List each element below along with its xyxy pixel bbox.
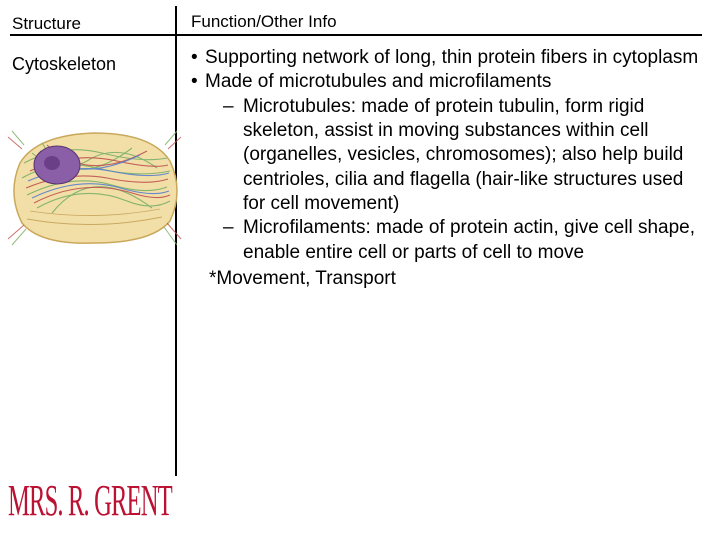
sub-bullet-2: Microfilaments: made of protein actin, g… [243,216,702,265]
bullet-1: Supporting network of long, thin protein… [205,46,702,70]
cytoskeleton-illustration [12,123,177,243]
author-credit: MRS. R. GRENT [8,477,172,528]
bullet-2: Made of microtubules and microfilaments [205,70,702,94]
function-content: • Supporting network of long, thin prote… [175,36,702,476]
structure-name: Cytoskeleton [12,54,175,75]
header-structure: Structure [10,14,175,34]
summary-star: *Movement, Transport [191,267,702,291]
sub-bullet-1: Microtubules: made of protein tubulin, f… [243,95,702,217]
header-function: Function/Other Info [191,12,337,32]
